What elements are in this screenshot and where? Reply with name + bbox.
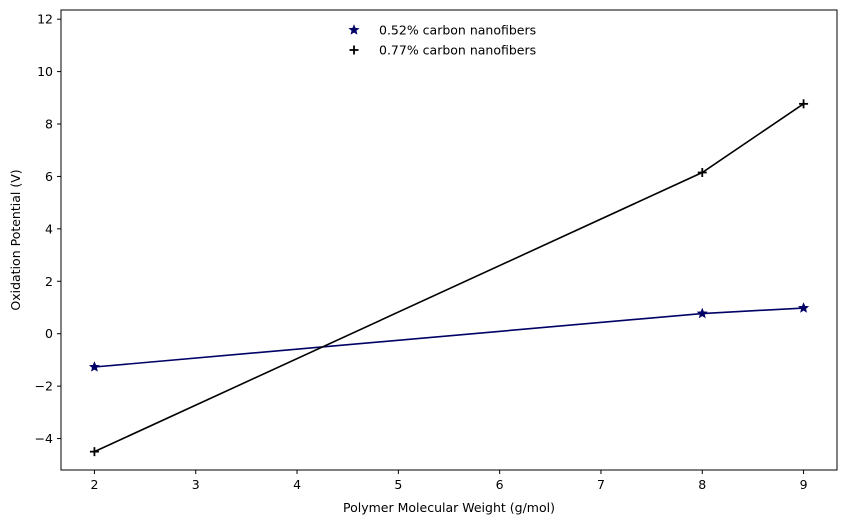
y-tick-label: −2	[35, 379, 53, 394]
y-tick-label: −4	[35, 431, 53, 446]
data-point	[89, 447, 99, 457]
y-axis-label: Oxidation Potential (V)	[8, 169, 23, 310]
x-tick-label: 8	[698, 477, 706, 492]
y-tick-label: 8	[45, 117, 53, 132]
x-tick-label: 6	[496, 477, 504, 492]
data-point	[696, 307, 708, 319]
x-tick-label: 9	[800, 477, 808, 492]
data-point	[88, 361, 100, 372]
y-tick-label: 6	[45, 169, 53, 184]
series-2	[89, 99, 809, 457]
y-tick-label: 4	[45, 221, 53, 236]
data-point	[798, 302, 810, 313]
legend-item: 0.77% carbon nanofibers	[349, 43, 536, 58]
x-axis: 2 3 4 5 6 7 8 9	[90, 470, 808, 492]
legend: 0.52% carbon nanofibers 0.77% carbon nano…	[348, 23, 536, 58]
x-tick-label: 4	[293, 477, 301, 492]
legend-marker	[348, 24, 360, 35]
x-tick-label: 7	[597, 477, 605, 492]
y-tick-label: 12	[37, 12, 53, 27]
data-point	[799, 99, 809, 109]
legend-label: 0.77% carbon nanofibers	[379, 43, 536, 58]
plot-area	[60, 9, 838, 471]
x-tick-label: 3	[192, 477, 200, 492]
x-tick-label: 5	[394, 477, 402, 492]
y-tick-label: 10	[37, 64, 53, 79]
x-axis-label: Polymer Molecular Weight (g/mol)	[343, 500, 555, 515]
data-point	[697, 168, 707, 178]
y-tick-label: 0	[45, 326, 53, 341]
legend-marker	[349, 45, 359, 55]
y-tick-label: 2	[45, 274, 53, 289]
legend-label: 0.52% carbon nanofibers	[379, 23, 536, 38]
x-tick-label: 2	[90, 477, 98, 492]
legend-item: 0.52% carbon nanofibers	[348, 23, 536, 38]
y-axis: −4 −2 0 2 4 6 8 10 12	[35, 12, 61, 446]
series-layer	[88, 99, 810, 457]
series-1	[88, 302, 810, 372]
